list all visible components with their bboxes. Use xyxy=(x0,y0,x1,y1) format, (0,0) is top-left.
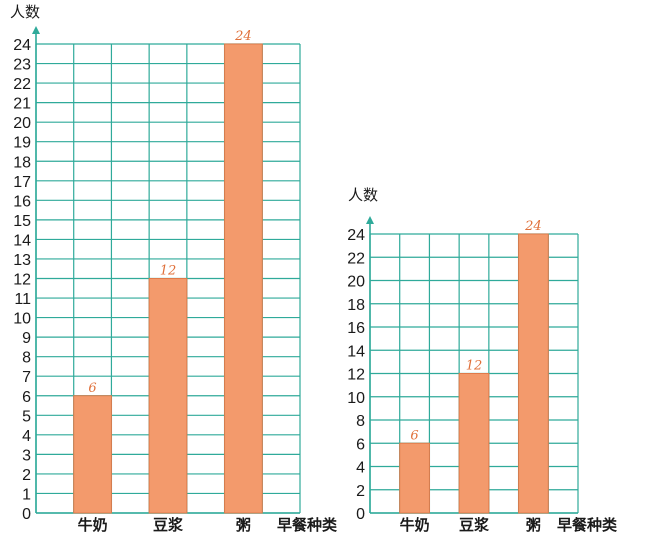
y-tick-label: 13 xyxy=(13,252,31,269)
bar-0 xyxy=(399,442,430,514)
x-axis-title: 早餐种类 xyxy=(557,516,618,534)
bar-1 xyxy=(148,278,188,514)
y-tick-label: 20 xyxy=(13,115,31,132)
bar-2 xyxy=(224,43,263,514)
category-label: 豆浆 xyxy=(153,516,184,534)
y-tick-label: 18 xyxy=(347,297,365,314)
y-tick-label: 20 xyxy=(347,274,365,291)
data-label: 6 xyxy=(410,428,418,443)
y-tick-label: 2 xyxy=(22,467,31,484)
y-tick-label: 21 xyxy=(13,96,31,113)
y-tick-label: 1 xyxy=(22,486,31,503)
y-tick-label: 24 xyxy=(347,227,365,244)
y-tick-label: 19 xyxy=(13,135,31,152)
y-tick-label: 23 xyxy=(13,57,31,74)
category-label: 粥 xyxy=(236,516,251,534)
y-tick-label: 10 xyxy=(347,390,365,407)
data-label: 6 xyxy=(88,381,96,396)
data-label: 12 xyxy=(160,264,177,279)
bar-0 xyxy=(73,395,112,514)
category-label: 牛奶 xyxy=(400,516,430,534)
data-label: 24 xyxy=(524,219,542,234)
y-tick-label: 11 xyxy=(14,291,31,308)
bar-2 xyxy=(518,233,549,514)
y-tick-label: 5 xyxy=(22,408,31,425)
y-axis-arrow xyxy=(32,26,40,34)
y-tick-label: 8 xyxy=(356,413,365,430)
y-tick-label: 7 xyxy=(22,369,31,386)
data-label: 24 xyxy=(234,29,252,44)
y-axis-arrow xyxy=(366,216,374,224)
data-label: 12 xyxy=(466,359,483,374)
y-axis-title: 人数 xyxy=(348,186,378,204)
y-tick-label: 12 xyxy=(347,367,365,384)
y-tick-label: 6 xyxy=(22,389,31,406)
y-tick-label: 8 xyxy=(22,350,31,367)
y-tick-label: 14 xyxy=(13,232,31,249)
y-tick-label: 10 xyxy=(13,311,31,328)
y-tick-label: 14 xyxy=(347,343,365,360)
y-tick-label: 16 xyxy=(13,193,31,210)
category-label: 豆浆 xyxy=(459,516,490,534)
y-tick-label: 2 xyxy=(356,483,365,500)
y-tick-label: 17 xyxy=(13,174,31,191)
y-tick-label: 16 xyxy=(347,320,365,337)
bar-chart-left: 0123456789101112131415161718192021222324… xyxy=(10,3,338,534)
y-tick-label: 9 xyxy=(22,330,31,347)
y-tick-label: 6 xyxy=(356,436,365,453)
y-tick-label: 22 xyxy=(13,76,31,93)
y-tick-label: 4 xyxy=(22,428,31,445)
y-tick-label: 4 xyxy=(356,460,365,477)
y-tick-label: 0 xyxy=(22,506,31,523)
bar-1 xyxy=(458,373,490,514)
y-tick-label: 18 xyxy=(13,154,31,171)
y-tick-label: 3 xyxy=(22,447,31,464)
y-axis-title: 人数 xyxy=(10,3,40,21)
y-tick-label: 22 xyxy=(347,250,365,267)
y-tick-label: 0 xyxy=(356,506,365,523)
category-label: 牛奶 xyxy=(78,516,108,534)
category-label: 粥 xyxy=(526,516,541,534)
y-tick-label: 12 xyxy=(13,272,31,289)
y-tick-label: 15 xyxy=(13,213,31,230)
x-axis-title: 早餐种类 xyxy=(277,516,338,534)
y-tick-label: 24 xyxy=(13,37,31,54)
